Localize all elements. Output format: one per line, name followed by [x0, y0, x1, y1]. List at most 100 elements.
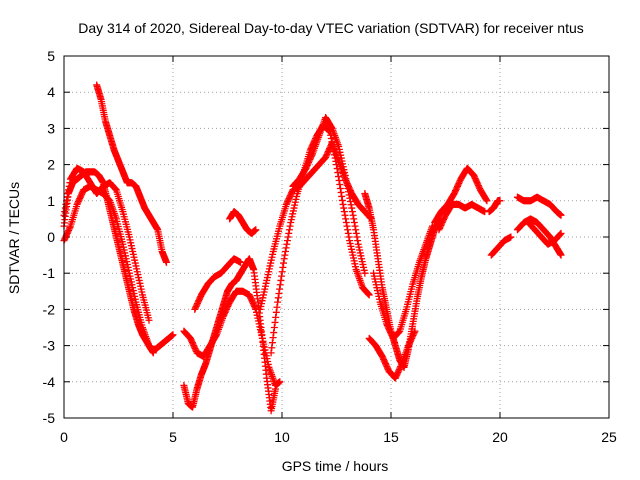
data-point [350, 219, 358, 227]
x-tick-label: 15 [383, 429, 399, 445]
y-tick-label: -2 [43, 301, 56, 317]
data-point [557, 211, 565, 219]
data-point [329, 144, 337, 152]
data-point [272, 313, 280, 321]
data-point [61, 204, 69, 212]
data-point [339, 200, 347, 208]
x-tick-label: 25 [601, 429, 617, 445]
series-trace-q [485, 197, 504, 216]
data-point [330, 148, 338, 156]
data-point [334, 173, 342, 181]
data-point [278, 272, 286, 280]
data-point [169, 331, 177, 339]
data-point [341, 171, 349, 179]
data-point [283, 237, 291, 245]
x-tick-label: 5 [169, 429, 177, 445]
series-trace-m [370, 222, 436, 342]
data-point [344, 188, 352, 196]
data-point [496, 197, 504, 205]
plot-frame [63, 55, 610, 419]
data-point [162, 258, 170, 266]
y-tick-label: 1 [47, 193, 55, 209]
data-point [348, 208, 356, 216]
data-point [281, 247, 289, 255]
data-point [271, 318, 279, 326]
data-point [280, 255, 288, 263]
data-point [483, 197, 491, 205]
y-tick-label: 0 [47, 229, 55, 245]
series-trace-s [513, 193, 565, 219]
y-tick-label: 3 [47, 120, 55, 136]
data-point [343, 222, 351, 230]
data-point [335, 177, 343, 185]
series-trace-r [487, 233, 515, 259]
data-point [63, 193, 71, 201]
data-point [111, 184, 119, 192]
data-point [556, 231, 564, 239]
data-point [284, 233, 292, 241]
data-point [346, 194, 354, 202]
series-trace-b [60, 164, 153, 324]
data-point [557, 251, 565, 259]
data-point [273, 303, 281, 311]
data-point [65, 182, 73, 190]
data-point [274, 298, 282, 306]
data-point [334, 169, 342, 177]
data-point [61, 208, 69, 216]
data-point [270, 329, 278, 337]
x-tick-label: 10 [274, 429, 290, 445]
data-point [275, 289, 283, 297]
data-point [270, 324, 278, 331]
data-point [276, 285, 284, 293]
data-point [66, 179, 74, 187]
x-axis-label: GPS time / hours [282, 458, 389, 474]
data-point [351, 222, 359, 230]
data-point [65, 186, 73, 194]
data-point [352, 226, 360, 234]
data-point [285, 229, 293, 237]
data-point [344, 226, 352, 234]
data-point [346, 198, 354, 206]
data-point [347, 201, 355, 209]
data-point [279, 263, 287, 271]
series-trace-u [524, 219, 565, 248]
data-point [350, 215, 358, 223]
data-point [365, 291, 373, 299]
data-point [344, 184, 352, 192]
y-tick-label: -4 [43, 374, 56, 390]
data-point [332, 157, 340, 165]
data-point [428, 222, 436, 230]
y-tick-label: 2 [47, 157, 55, 173]
data-point [342, 215, 350, 223]
data-point [283, 240, 291, 248]
x-tick-label: 20 [492, 429, 508, 445]
series-trace-o [431, 164, 491, 227]
data-point [410, 329, 418, 337]
series-trace-k [289, 114, 369, 277]
y-tick-label: 4 [47, 84, 55, 100]
data-point [338, 192, 346, 200]
data-point [343, 181, 351, 189]
data-point [280, 259, 288, 267]
data-point [337, 188, 345, 196]
data-point [341, 211, 349, 219]
data-point [237, 258, 245, 266]
data-point [365, 290, 373, 298]
data-point [282, 244, 290, 252]
data-point [342, 175, 350, 183]
data-point [354, 237, 362, 245]
data-point [340, 208, 348, 216]
series-trace-n [365, 327, 419, 382]
data-point [277, 276, 285, 284]
data-point [338, 196, 346, 204]
data-point [308, 151, 316, 159]
data-point [482, 196, 490, 204]
data-point [333, 165, 341, 173]
data-point [268, 344, 276, 352]
data-point [345, 233, 353, 241]
data-point [331, 154, 339, 162]
data-point [336, 184, 344, 192]
y-tick-label: -1 [43, 265, 56, 281]
data-point [251, 304, 259, 312]
